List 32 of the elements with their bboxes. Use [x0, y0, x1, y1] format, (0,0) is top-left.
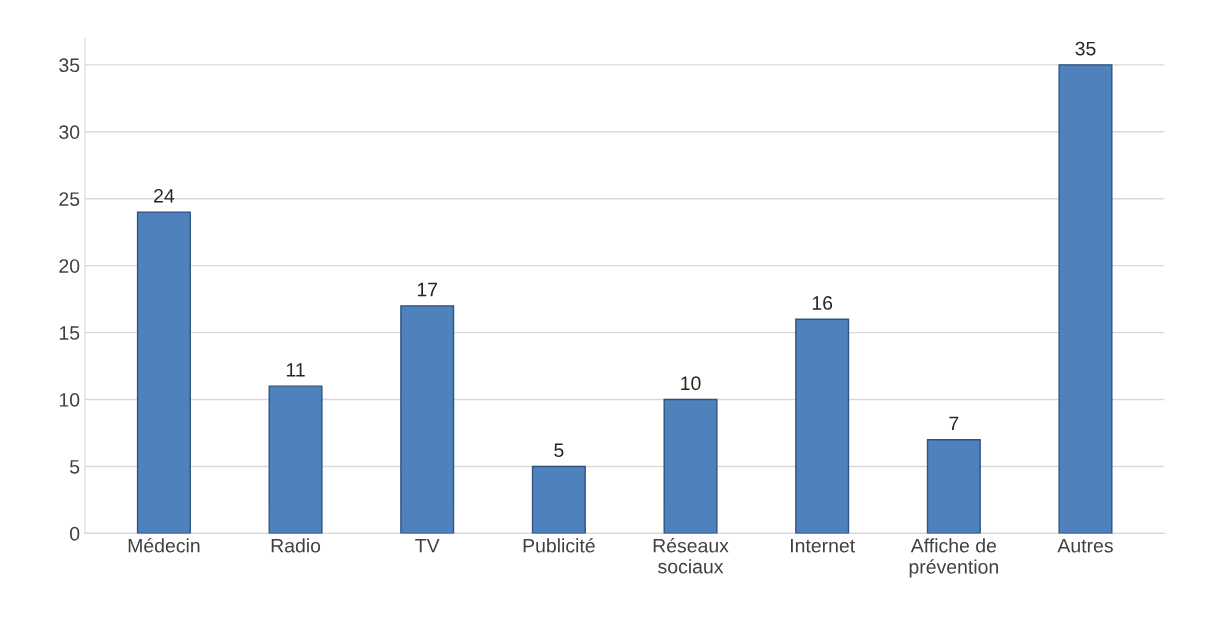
- x-tick-label: Réseaux sociaux: [653, 538, 729, 574]
- x-tick-label: Affiche de prévention: [909, 538, 998, 578]
- y-tick-label: 10: [59, 393, 80, 407]
- bar: [531, 465, 586, 534]
- data-label: 7: [949, 416, 959, 431]
- data-label: 11: [286, 363, 305, 377]
- y-tick-label: 0: [70, 526, 80, 541]
- y-tick-label: 30: [59, 125, 80, 140]
- bar: [1058, 64, 1113, 534]
- bar: [400, 305, 455, 534]
- data-label: 5: [554, 443, 564, 458]
- x-tick-label: TV: [415, 538, 440, 553]
- data-label: 24: [154, 188, 175, 203]
- bar: [926, 438, 981, 534]
- data-label: 35: [1075, 41, 1096, 56]
- y-tick-label: 20: [59, 259, 80, 273]
- data-label: 16: [812, 296, 833, 310]
- x-tick-label: Radio: [271, 538, 321, 553]
- bar: [136, 211, 191, 534]
- x-tick-label: Autres: [1057, 538, 1113, 553]
- y-tick-label: 15: [59, 326, 80, 340]
- bar: [795, 318, 850, 534]
- bar: [663, 398, 718, 534]
- data-label: 17: [417, 282, 438, 297]
- y-tick-label: 35: [59, 58, 80, 73]
- bar: [268, 385, 323, 534]
- y-tick-label: 5: [70, 460, 80, 474]
- x-tick-label: Internet: [791, 538, 856, 553]
- x-tick-label: Médecin: [128, 538, 200, 553]
- data-label: 10: [681, 376, 701, 391]
- x-tick-label: Publicité: [523, 538, 595, 553]
- y-tick-label: 25: [59, 192, 80, 206]
